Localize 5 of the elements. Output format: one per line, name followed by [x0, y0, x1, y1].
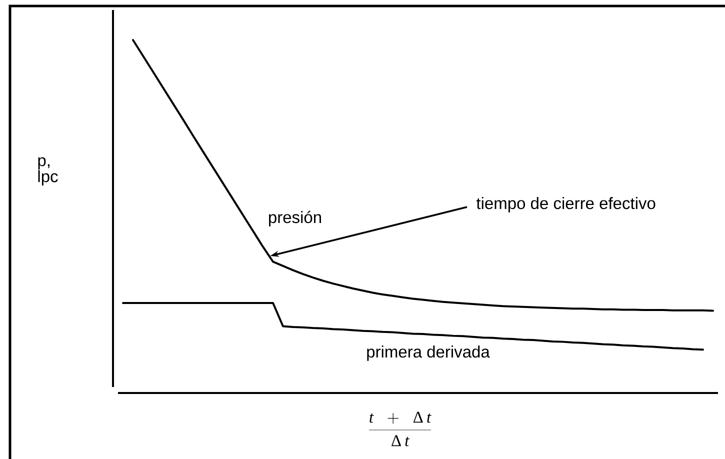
x-axis-title: $\frac{t\;\;+\;\;\Delta\, t}{\Delta\, t}$ — [368, 412, 432, 446]
annotation: tiempo de cierre efectivo — [476, 197, 656, 212]
series-label: presión — [269, 210, 321, 226]
series-label: primera derivada — [367, 346, 490, 361]
y-axis-title: p, lpc — [38, 157, 58, 186]
